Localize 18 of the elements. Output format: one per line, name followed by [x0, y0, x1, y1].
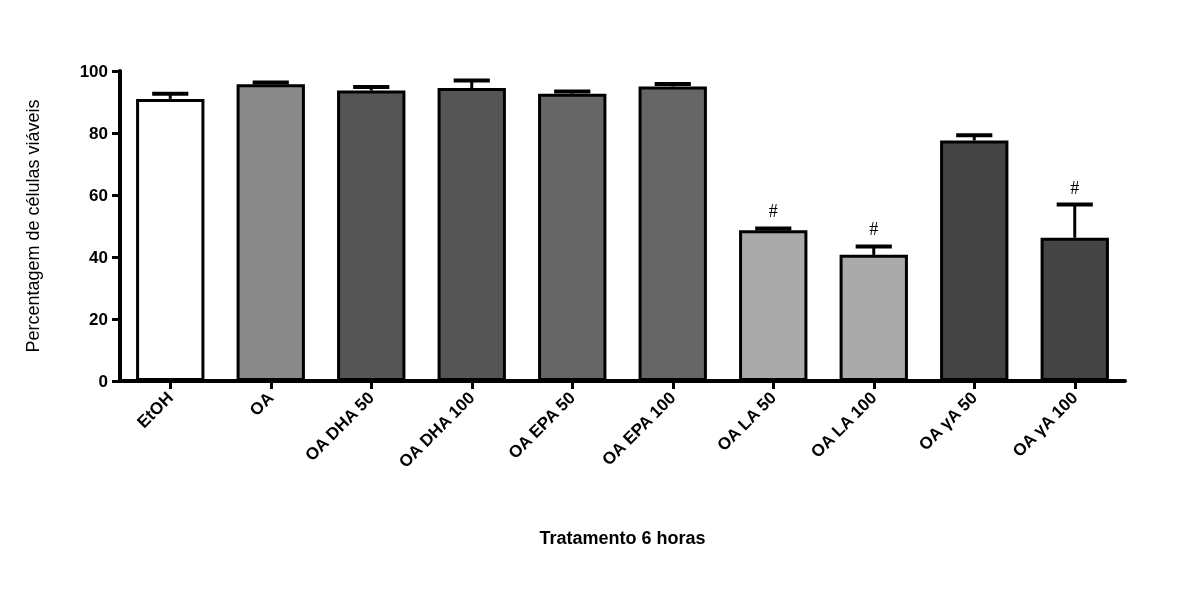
- annotation: #: [869, 219, 879, 240]
- y-tick-label: 100: [79, 61, 108, 81]
- y-tick-label: 60: [89, 185, 108, 205]
- x-axis-title: Tratamento 6 horas: [539, 528, 706, 548]
- annotation: #: [768, 201, 778, 222]
- annotation: #: [1070, 177, 1080, 198]
- x-tick-label: OA EPA 50: [504, 388, 579, 463]
- x-tick-label: OA EPA 100: [598, 388, 680, 470]
- x-tick-label: OA γA 100: [1008, 388, 1082, 461]
- x-tick-label: OA γA 50: [915, 388, 981, 455]
- x-tick-label: OA LA 100: [807, 388, 881, 462]
- y-tick-label: 40: [89, 247, 108, 267]
- y-tick-label: 80: [89, 123, 108, 143]
- y-axis-title: Percentagem de células viáveis: [23, 99, 43, 353]
- x-tick-label: OA LA 50: [713, 388, 780, 455]
- y-tick-label: 0: [98, 371, 108, 391]
- y-tick-label: 20: [89, 309, 108, 329]
- x-tick-label: OA: [246, 388, 278, 420]
